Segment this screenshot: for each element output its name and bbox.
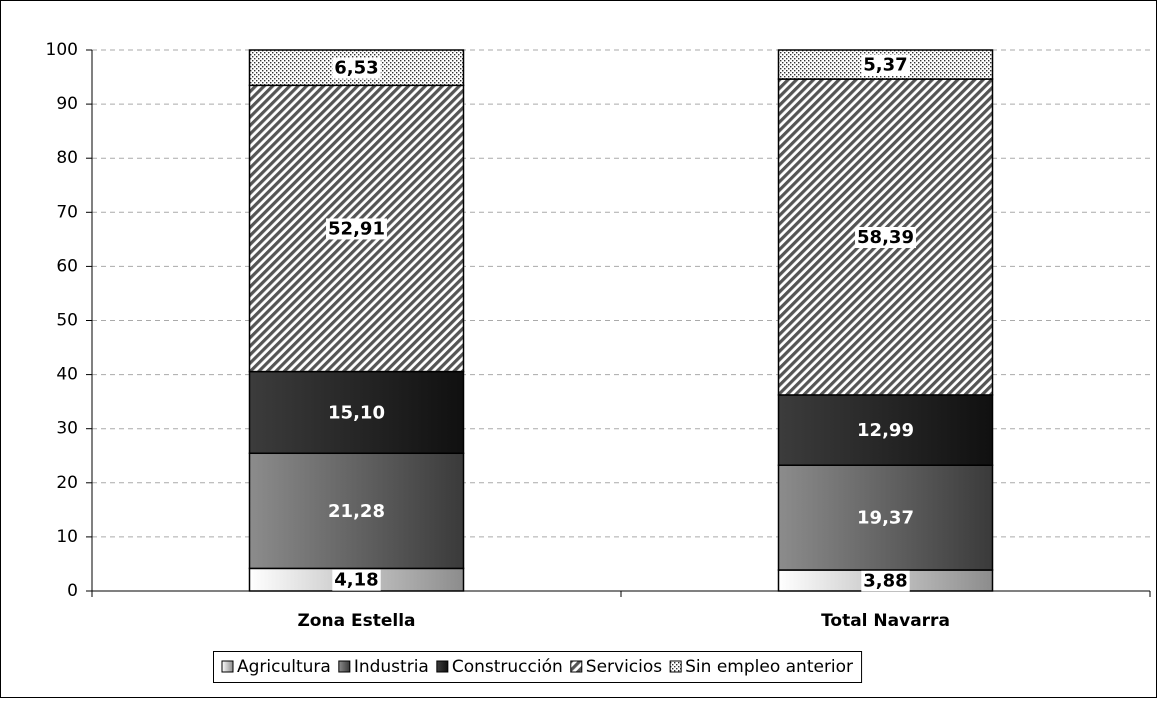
value-label-bg <box>326 218 387 240</box>
y-tick-label: 20 <box>56 473 78 493</box>
value-label: 4,18 <box>334 570 378 591</box>
value-label: 12,99 <box>857 420 914 441</box>
y-tick-label: 100 <box>46 40 78 60</box>
value-label: 19,37 <box>857 508 914 529</box>
legend: Agricultura Industria Construcción Servicio… <box>213 651 863 683</box>
legend-label: Industria <box>354 657 429 677</box>
legend-swatch <box>338 660 351 673</box>
x-tick-label: Zona Estella <box>297 611 415 631</box>
value-label: 3,88 <box>863 571 907 592</box>
value-label: 5,37 <box>863 55 907 76</box>
value-label: 6,53 <box>334 58 378 79</box>
value-label: 21,28 <box>328 501 385 522</box>
bar-segment <box>248 370 465 455</box>
legend-box <box>213 651 863 683</box>
y-tick-label: 60 <box>56 256 78 276</box>
value-label-bg <box>861 570 910 592</box>
value-label-bg <box>332 569 381 591</box>
y-tick-label: 40 <box>56 365 78 385</box>
legend-label: Servicios <box>586 657 662 677</box>
y-tick-label: 70 <box>56 202 78 222</box>
value-label: 15,10 <box>328 402 385 423</box>
y-tick-label: 0 <box>67 581 78 601</box>
y-tick-label: 80 <box>56 148 78 168</box>
legend-label: Construcción <box>452 657 563 677</box>
value-label-bg <box>861 54 910 76</box>
legend-swatch <box>436 660 449 673</box>
x-tick-label: Total Navarra <box>821 611 950 631</box>
y-tick-label: 10 <box>56 527 78 547</box>
value-label: 52,91 <box>328 218 385 239</box>
bar-segment <box>777 394 994 466</box>
legend-swatch <box>221 660 234 673</box>
y-tick-label: 50 <box>56 311 78 331</box>
value-label: 58,39 <box>857 227 914 248</box>
value-label-bg <box>855 226 916 248</box>
value-label-bg <box>332 57 381 79</box>
legend-swatch <box>669 660 682 673</box>
y-tick-label: 30 <box>56 419 78 439</box>
legend-label: Agricultura <box>237 657 331 677</box>
bar-segment <box>777 464 994 571</box>
legend-swatch <box>570 660 583 673</box>
legend-label: Sin empleo anterior <box>685 657 853 677</box>
y-tick-label: 90 <box>56 94 78 114</box>
